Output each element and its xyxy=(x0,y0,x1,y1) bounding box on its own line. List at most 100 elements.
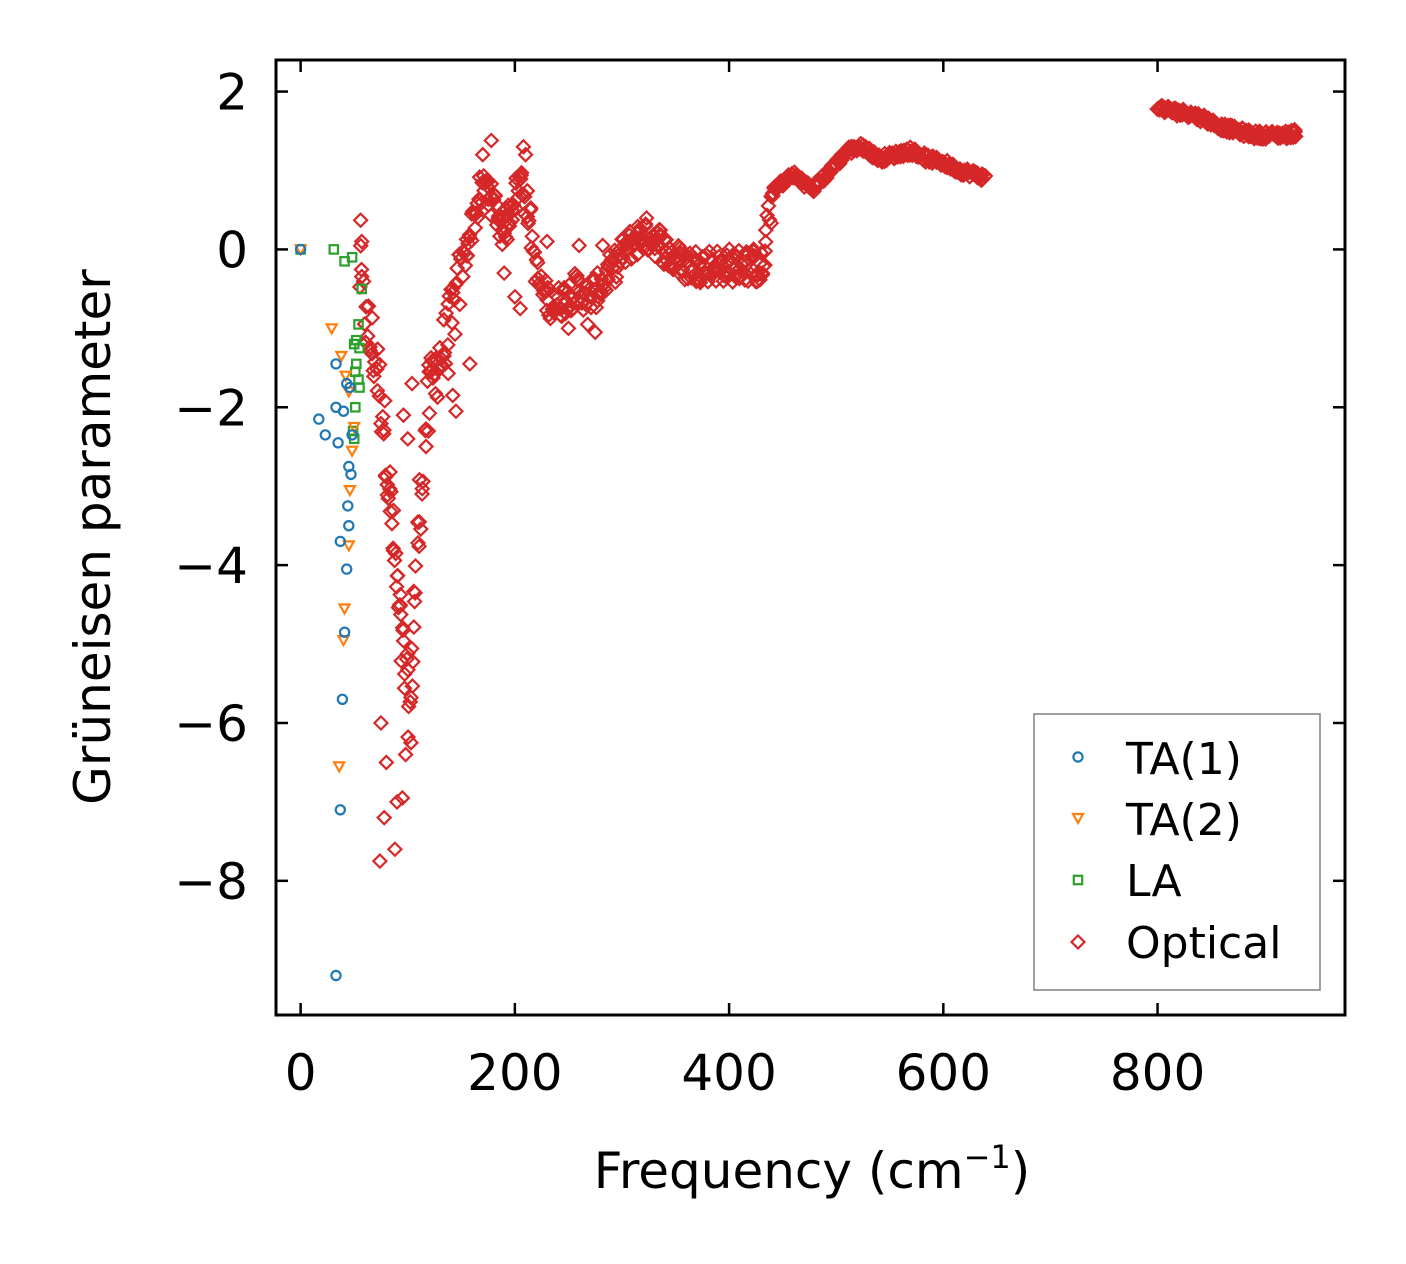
x-axis-title: Frequency (cm−1) xyxy=(594,1138,1031,1200)
optical-point xyxy=(483,175,500,192)
optical-point xyxy=(454,268,471,285)
optical-point xyxy=(414,480,431,497)
optical-point xyxy=(589,264,606,281)
optical-point xyxy=(467,219,484,236)
optical-point xyxy=(360,298,377,315)
x-tick-label: 0 xyxy=(285,1044,317,1102)
legend: TA(1) TA(2) LA Optical xyxy=(1033,713,1321,991)
optical-point xyxy=(504,211,521,228)
optical-point xyxy=(381,480,398,498)
optical-point xyxy=(376,392,393,409)
optical-point xyxy=(587,324,604,341)
optical-point xyxy=(568,267,585,284)
optical-point xyxy=(405,619,422,636)
optical-point xyxy=(394,789,411,807)
x-tick-label: 800 xyxy=(1110,1044,1205,1102)
optical-point xyxy=(446,326,464,343)
optical-point xyxy=(761,211,778,228)
optical-point xyxy=(522,201,539,218)
optical-point xyxy=(417,438,435,455)
legend-label-ta2: TA(2) xyxy=(1125,795,1242,846)
optical-point xyxy=(507,200,525,217)
optical-point xyxy=(579,316,596,333)
optical-point xyxy=(358,298,375,315)
optical-point xyxy=(757,233,774,250)
legend-label-ta1: TA(1) xyxy=(1125,734,1242,785)
optical-point xyxy=(395,632,412,649)
ta2-point xyxy=(332,761,347,774)
optical-point xyxy=(420,422,437,440)
optical-point xyxy=(515,138,532,155)
ta1-point xyxy=(343,520,355,532)
ta1-point xyxy=(337,405,350,417)
optical-point xyxy=(376,809,393,826)
ta2-point xyxy=(347,421,362,435)
optical-point xyxy=(726,259,743,276)
ta1-point xyxy=(336,693,349,706)
optical-point xyxy=(388,793,406,810)
optical-point xyxy=(517,146,534,163)
optical-point xyxy=(1283,122,1300,139)
optical-point xyxy=(461,355,478,372)
optical-point xyxy=(594,237,611,254)
optical-point xyxy=(745,241,762,258)
optical-point xyxy=(474,146,491,163)
ta2-point xyxy=(341,540,356,553)
optical-point xyxy=(352,212,369,229)
optical-point xyxy=(368,360,385,378)
optical-point xyxy=(438,305,455,322)
legend-marker-ta1 xyxy=(1072,751,1084,763)
ta1-point xyxy=(294,243,307,256)
optical-point xyxy=(688,253,706,270)
ta2-point xyxy=(324,323,339,336)
optical-point xyxy=(463,232,480,249)
ta1-point xyxy=(330,358,342,370)
optical-point xyxy=(377,468,394,485)
ta1-point xyxy=(345,468,357,481)
optical-point xyxy=(589,292,606,309)
axis-ticks: 0 200 400 600 800 2 0 −2 −4 −6 −8 xyxy=(174,60,1345,1102)
la-point xyxy=(356,283,367,295)
legend-marker-la xyxy=(1072,874,1084,886)
optical-point xyxy=(385,502,402,519)
optical-point xyxy=(369,341,386,358)
optical-point xyxy=(529,254,546,271)
optical-point xyxy=(412,520,429,538)
optical-point xyxy=(397,746,414,763)
optical-point xyxy=(638,209,655,227)
optical-point xyxy=(372,714,390,732)
optical-point xyxy=(414,485,431,503)
optical-point xyxy=(560,320,577,337)
optical-point xyxy=(480,191,497,208)
optical-point xyxy=(375,422,392,439)
ta1-point xyxy=(341,563,353,575)
ta2-point xyxy=(345,445,359,458)
optical-point xyxy=(382,483,399,500)
ta2-point xyxy=(337,603,352,616)
optical-point xyxy=(646,248,664,265)
optical-point xyxy=(520,215,537,232)
optical-point xyxy=(447,403,465,420)
ta1-point xyxy=(313,413,325,425)
optical-point xyxy=(399,430,416,447)
y-tick-label: −2 xyxy=(174,379,248,437)
optical-point xyxy=(369,382,386,399)
ta1-point xyxy=(332,437,344,449)
y-tick-label: −8 xyxy=(174,853,248,911)
legend-marker-optical xyxy=(1069,933,1087,951)
la-point xyxy=(354,342,365,354)
optical-point xyxy=(440,295,457,313)
optical-point xyxy=(976,167,994,185)
optical-point xyxy=(402,734,420,751)
optical-point xyxy=(419,373,436,390)
optical-point xyxy=(427,385,444,402)
optical-point xyxy=(439,336,456,353)
ta1-point xyxy=(338,626,351,638)
optical-point xyxy=(509,190,526,207)
optical-point xyxy=(753,244,770,262)
x-tick-label: 200 xyxy=(467,1044,562,1102)
optical-point xyxy=(451,296,468,313)
optical-point xyxy=(598,282,615,299)
optical-point xyxy=(381,463,399,481)
legend-label-la: LA xyxy=(1126,856,1182,907)
